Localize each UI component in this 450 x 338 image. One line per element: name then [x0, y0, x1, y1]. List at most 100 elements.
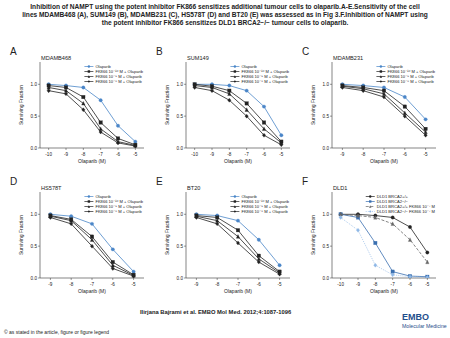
data-point: [391, 273, 394, 277]
legend-label: DLD1 BRCA2−/− FK866 10⁻⁷ M: [377, 209, 436, 214]
x-tick: [194, 148, 195, 150]
legend-swatch: [230, 76, 239, 77]
cell-line-label: BT20: [187, 185, 200, 191]
x-tick-label: -8: [215, 282, 220, 287]
data-point: [257, 260, 260, 264]
data-point: [424, 118, 427, 121]
x-axis-label: Olaparib (M): [224, 158, 252, 164]
series-line: [341, 214, 428, 276]
legend-marker: [88, 75, 90, 77]
legend-marker: [234, 210, 236, 212]
data-point: [111, 266, 114, 270]
x-tick-label: -7: [245, 152, 250, 157]
legend: OlaparibFK866 10⁻¹⁰ M + OlaparibFK866 10…: [376, 64, 435, 84]
data-point: [262, 133, 265, 137]
data-point: [374, 215, 377, 219]
data-point: [132, 274, 135, 278]
panel-letter: F: [302, 176, 308, 187]
series-line: [50, 216, 133, 275]
y-axis-label: Surviving Fraction: [310, 85, 316, 125]
data-point: [426, 275, 429, 278]
legend-marker: [234, 75, 236, 77]
legend-marker: [88, 200, 90, 202]
data-point: [374, 263, 377, 267]
data-point: [90, 238, 93, 242]
x-tick: [48, 148, 49, 150]
y-tick: [184, 84, 186, 85]
x-tick: [217, 278, 218, 280]
legend-swatch: [376, 71, 385, 72]
x-tick-label: -6: [111, 282, 116, 287]
legend-swatch: [366, 196, 375, 197]
panel-letter: B: [156, 46, 163, 57]
x-tick: [425, 148, 426, 150]
y-axis-label: Surviving Fraction: [164, 85, 170, 125]
legend-swatch: [230, 206, 239, 207]
series-line: [196, 217, 279, 274]
legend-swatch: [230, 71, 239, 72]
y-tick-label: 0.0: [31, 146, 38, 151]
y-tick: [184, 278, 186, 279]
legend-label: FK866 10⁻⁸ M + Olaparib: [95, 79, 142, 84]
data-point: [236, 229, 239, 232]
x-tick: [404, 148, 405, 150]
series-line: [196, 214, 279, 265]
series-line: [195, 87, 282, 144]
panel: AMDAMB4680.00.51.0-10-9-8-7-6-5Olaparib …: [10, 46, 144, 164]
x-tick: [92, 278, 93, 280]
x-tick-label: -9: [356, 282, 361, 287]
data-point: [134, 144, 137, 148]
legend-swatch: [230, 196, 239, 197]
data-point: [426, 260, 429, 264]
data-point: [245, 102, 248, 105]
legend-swatch: [366, 201, 375, 202]
legend-swatch: [376, 76, 385, 77]
cell-line-label: SUM149: [187, 55, 209, 61]
x-tick: [363, 148, 364, 150]
x-tick: [392, 278, 393, 280]
legend-marker: [369, 210, 371, 212]
y-tick-label: 1.0: [323, 82, 330, 87]
legend-swatch: [376, 81, 385, 82]
data-point: [245, 108, 248, 112]
data-point: [362, 89, 365, 93]
x-tick-label: -5: [424, 152, 429, 157]
legend: OlaparibFK866 10⁻¹⁰ M + OlaparibFK866 10…: [84, 64, 143, 84]
legend-marker: [234, 80, 236, 82]
data-point: [426, 251, 429, 254]
plot-area: [195, 213, 282, 277]
x-axis-label: Olaparib (M): [78, 158, 106, 164]
data-point: [90, 222, 93, 225]
y-tick-label: 0.5: [31, 244, 38, 249]
data-point: [99, 99, 102, 102]
data-point: [382, 86, 385, 89]
plot-area: [341, 83, 428, 138]
logo-top: EMBO: [402, 312, 429, 322]
series-line: [50, 217, 133, 276]
panel: EBT200.00.51.0-9-8-7-6-5Olaparib (M)Surv…: [156, 176, 290, 294]
series-line: [49, 91, 136, 146]
series-line: [341, 214, 428, 252]
y-tick-label: 0.5: [31, 114, 38, 119]
x-tick-label: -5: [279, 152, 284, 157]
x-tick-label: -7: [99, 152, 104, 157]
y-tick-label: 1.0: [31, 212, 38, 217]
y-tick: [330, 116, 332, 117]
data-point: [132, 273, 135, 277]
data-point: [210, 89, 213, 93]
legend-label: FK866 10⁻⁸ M + Olaparib: [241, 209, 288, 214]
data-point: [262, 105, 265, 108]
x-axis-label: Olaparib (M): [224, 288, 252, 294]
x-tick: [427, 278, 428, 280]
data-point: [408, 275, 411, 278]
x-axis: [186, 148, 290, 149]
series-line: [195, 86, 282, 143]
data-point: [64, 92, 67, 96]
x-tick-label: -5: [132, 282, 137, 287]
y-tick-label: 1.0: [323, 212, 330, 217]
x-axis-label: Olaparib (M): [370, 288, 398, 294]
cell-line-label: DLD1: [333, 185, 347, 191]
x-tick: [279, 278, 280, 280]
x-tick: [281, 148, 282, 150]
y-tick: [330, 84, 332, 85]
